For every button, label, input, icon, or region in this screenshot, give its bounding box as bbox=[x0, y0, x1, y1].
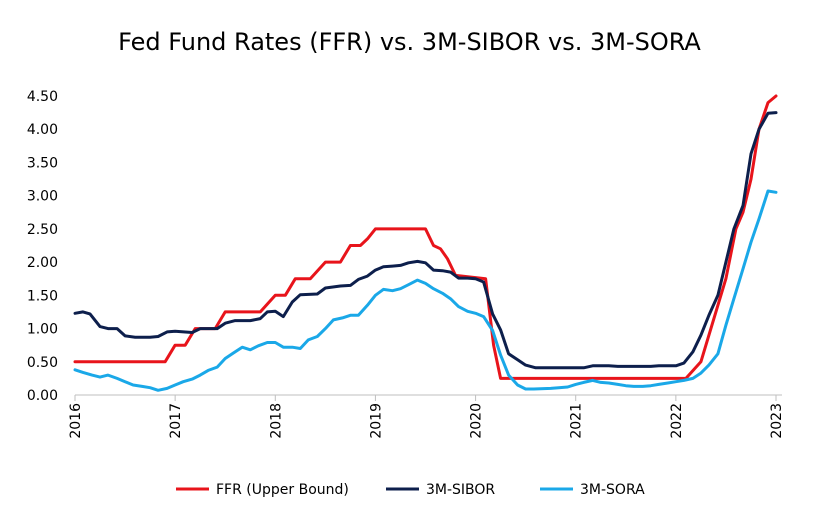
chart-title: Fed Fund Rates (FFR) vs. 3M-SIBOR vs. 3M… bbox=[118, 28, 701, 56]
y-tick-label: 4.00 bbox=[27, 122, 58, 138]
legend-label-3: 3M-SORA bbox=[580, 482, 645, 498]
series-line-1 bbox=[73, 94, 778, 380]
y-tick-label: 1.00 bbox=[27, 322, 58, 338]
x-tick-label: 2022 bbox=[669, 403, 685, 439]
x-tick-label: 2023 bbox=[769, 403, 785, 439]
x-axis-ticks: 2016 2017 2018 2019 2020 2021 2022 2023 bbox=[68, 395, 785, 439]
x-tick-label: 2016 bbox=[68, 403, 84, 439]
x-tick-label: 2017 bbox=[168, 403, 184, 439]
y-tick-label: 2.50 bbox=[27, 222, 58, 238]
legend-label-2: 3M-SIBOR bbox=[426, 482, 495, 498]
y-tick-label: 0.50 bbox=[27, 355, 58, 371]
series-line-2 bbox=[73, 111, 778, 370]
y-axis-ticks: 0.00 0.50 1.00 1.50 2.00 2.50 3.00 3.50 4.00 4.50 bbox=[27, 89, 58, 404]
y-tick-label: 0.00 bbox=[27, 388, 58, 404]
y-tick-label: 4.50 bbox=[27, 89, 58, 105]
legend: FFR (Upper Bound) 3M-SIBOR 3M-SORA bbox=[176, 482, 645, 498]
x-tick-label: 2021 bbox=[569, 403, 585, 439]
y-tick-label: 3.00 bbox=[27, 189, 58, 205]
series-line-3 bbox=[73, 189, 778, 392]
y-tick-label: 1.50 bbox=[27, 288, 58, 304]
y-tick-label: 3.50 bbox=[27, 155, 58, 171]
x-tick-label: 2019 bbox=[368, 403, 384, 439]
x-tick-label: 2018 bbox=[268, 403, 284, 439]
legend-label-1: FFR (Upper Bound) bbox=[216, 482, 349, 498]
series-lines bbox=[73, 94, 778, 392]
x-tick-label: 2020 bbox=[469, 403, 485, 439]
y-tick-label: 2.00 bbox=[27, 255, 58, 271]
